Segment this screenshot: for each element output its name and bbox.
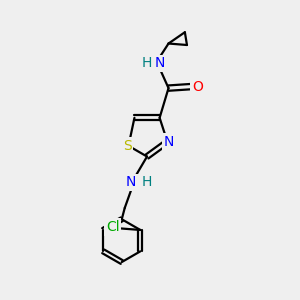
Text: N: N [164, 135, 174, 149]
Text: N: N [154, 56, 165, 70]
Text: H: H [142, 56, 152, 70]
Text: N: N [126, 176, 136, 189]
Text: Cl: Cl [106, 220, 119, 234]
Text: H: H [141, 176, 152, 189]
Text: O: O [192, 80, 203, 94]
Text: S: S [123, 139, 131, 153]
